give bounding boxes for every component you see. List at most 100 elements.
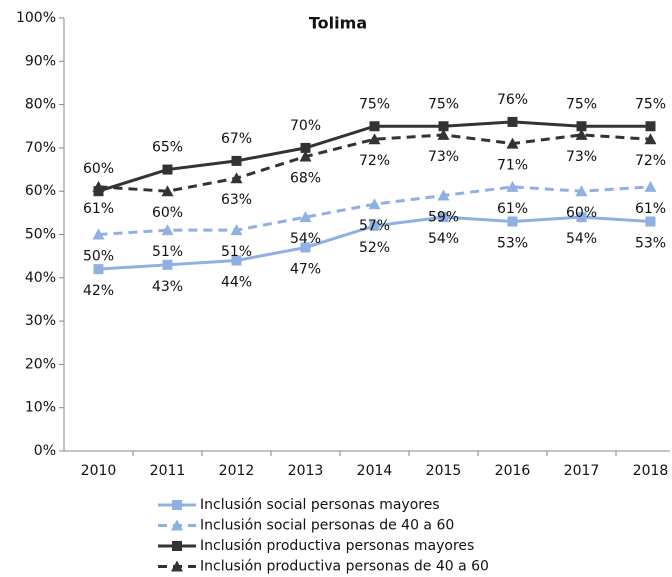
data-label: 75% bbox=[359, 96, 390, 112]
point bbox=[300, 142, 311, 153]
point bbox=[644, 133, 657, 145]
point bbox=[437, 128, 450, 140]
x-tick-label: 2012 bbox=[219, 463, 255, 479]
point bbox=[575, 128, 588, 140]
data-label: 73% bbox=[566, 149, 597, 165]
data-label: 72% bbox=[359, 153, 390, 169]
point bbox=[231, 155, 242, 166]
y-tick-label: 70% bbox=[25, 140, 56, 156]
point bbox=[299, 150, 312, 162]
x-tick-label: 2010 bbox=[81, 463, 117, 479]
point bbox=[161, 185, 174, 197]
data-label: 61% bbox=[83, 201, 114, 217]
point bbox=[507, 216, 518, 227]
data-label: 51% bbox=[221, 244, 252, 260]
data-label: 53% bbox=[635, 236, 666, 252]
point bbox=[231, 255, 242, 266]
point bbox=[369, 121, 380, 132]
data-label: 59% bbox=[428, 210, 459, 226]
point bbox=[92, 180, 105, 192]
data-label: 60% bbox=[152, 205, 183, 221]
point bbox=[438, 212, 449, 223]
legend-marker bbox=[172, 541, 182, 551]
data-label: 60% bbox=[566, 205, 597, 221]
data-label: 63% bbox=[221, 192, 252, 208]
data-label: 71% bbox=[497, 158, 528, 174]
data-label: 44% bbox=[221, 274, 252, 290]
point bbox=[645, 121, 656, 132]
x-tick-label: 2011 bbox=[150, 463, 186, 479]
x-tick-label: 2014 bbox=[357, 463, 393, 479]
point bbox=[507, 116, 518, 127]
y-tick-label: 0% bbox=[34, 443, 56, 459]
chart-title: Tolima bbox=[309, 14, 367, 33]
point bbox=[575, 185, 588, 197]
data-label: 43% bbox=[152, 279, 183, 295]
data-label: 75% bbox=[428, 96, 459, 112]
data-label: 54% bbox=[428, 231, 459, 247]
data-label: 57% bbox=[359, 218, 390, 234]
y-tick-label: 100% bbox=[16, 10, 56, 26]
data-label: 60% bbox=[83, 161, 114, 177]
data-label: 70% bbox=[290, 118, 321, 134]
y-tick-label: 30% bbox=[25, 313, 56, 329]
point bbox=[162, 164, 173, 175]
data-label: 75% bbox=[566, 96, 597, 112]
point bbox=[230, 224, 243, 236]
data-label: 73% bbox=[428, 149, 459, 165]
legend-label: Inclusión productiva personas de 40 a 60 bbox=[200, 559, 489, 575]
series-line bbox=[98, 133, 651, 193]
point bbox=[230, 172, 243, 184]
point bbox=[162, 259, 173, 270]
y-tick-label: 20% bbox=[25, 356, 56, 372]
point bbox=[644, 180, 657, 192]
data-label: 53% bbox=[497, 236, 528, 252]
x-tick-label: 2016 bbox=[495, 463, 531, 479]
point bbox=[506, 137, 519, 149]
point bbox=[300, 242, 311, 253]
x-tick-label: 2018 bbox=[633, 463, 669, 479]
point bbox=[369, 220, 380, 231]
data-label: 61% bbox=[497, 201, 528, 217]
legend-label: Inclusión social personas mayores bbox=[200, 497, 440, 513]
point bbox=[368, 198, 381, 210]
data-label: 75% bbox=[635, 96, 666, 112]
point bbox=[645, 216, 656, 227]
y-tick-label: 90% bbox=[25, 53, 56, 69]
data-label: 52% bbox=[359, 240, 390, 256]
data-label: 65% bbox=[152, 140, 183, 156]
point bbox=[299, 211, 312, 223]
data-label: 51% bbox=[152, 244, 183, 260]
y-tick-label: 50% bbox=[25, 227, 56, 243]
legend-marker bbox=[171, 560, 183, 572]
data-label: 67% bbox=[221, 131, 252, 147]
data-label: 76% bbox=[497, 92, 528, 108]
y-tick-label: 80% bbox=[25, 97, 56, 113]
point bbox=[368, 133, 381, 145]
data-label: 54% bbox=[290, 231, 321, 247]
y-tick-label: 40% bbox=[25, 270, 56, 286]
data-label: 72% bbox=[635, 153, 666, 169]
point bbox=[437, 189, 450, 201]
y-tick-label: 60% bbox=[25, 183, 56, 199]
point bbox=[576, 121, 587, 132]
point bbox=[93, 264, 104, 275]
data-label: 61% bbox=[635, 201, 666, 217]
point bbox=[161, 224, 174, 236]
y-tick-label: 10% bbox=[25, 400, 56, 416]
point bbox=[438, 121, 449, 132]
point bbox=[506, 180, 519, 192]
data-label: 54% bbox=[566, 231, 597, 247]
legend-marker bbox=[172, 500, 182, 510]
legend-label: Inclusión productiva personas mayores bbox=[200, 538, 474, 554]
x-tick-label: 2013 bbox=[288, 463, 324, 479]
legend-marker bbox=[171, 519, 183, 531]
data-label: 47% bbox=[290, 261, 321, 277]
x-tick-label: 2017 bbox=[564, 463, 600, 479]
x-tick-label: 2015 bbox=[426, 463, 462, 479]
data-label: 42% bbox=[83, 283, 114, 299]
legend-label: Inclusión social personas de 40 a 60 bbox=[200, 518, 454, 534]
data-label: 68% bbox=[290, 171, 321, 187]
point bbox=[92, 228, 105, 240]
